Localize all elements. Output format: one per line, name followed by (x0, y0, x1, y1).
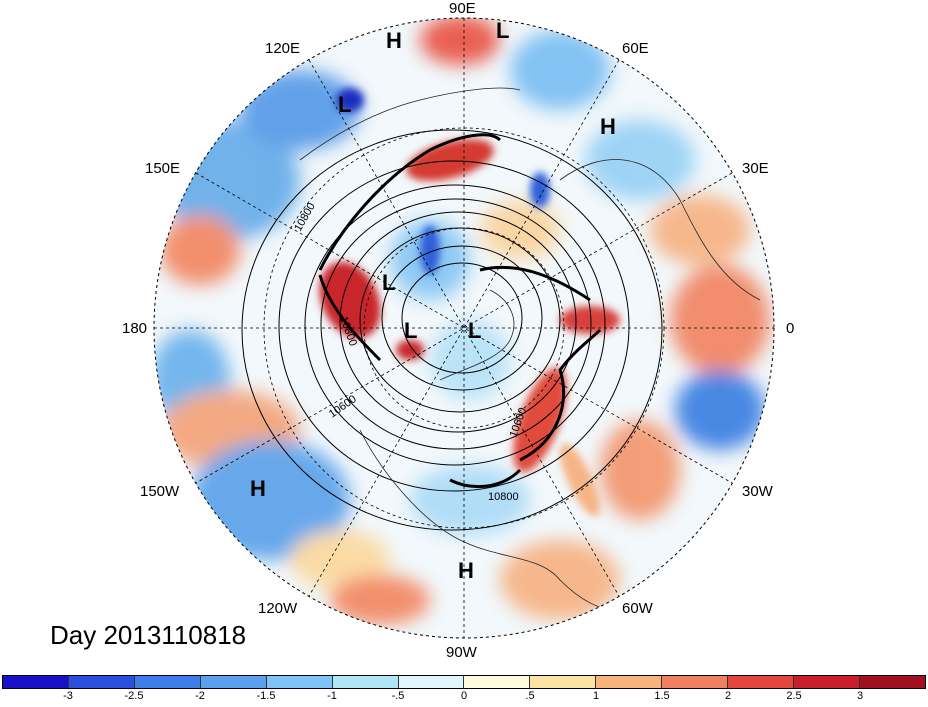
low-pressure-marker: L (338, 92, 352, 117)
longitude-label-120w: 120W (258, 600, 298, 617)
colorbar-tick-label: -.5 (391, 690, 405, 702)
longitude-label-0: 0 (786, 320, 795, 337)
high-pressure-marker: H (458, 558, 474, 583)
longitude-label-90e: 90E (449, 0, 476, 17)
colorbar-segment (596, 676, 663, 688)
longitude-label-120e: 120E (265, 40, 301, 57)
colorbar-tick-label: 1.5 (654, 690, 670, 702)
map-boundary (153, 17, 775, 639)
colorbar-tick-label: -1.5 (256, 690, 276, 702)
colorbar-tick-label: .5 (525, 690, 535, 702)
colorbar (2, 675, 926, 689)
colorbar-tick-label: -2.5 (124, 690, 144, 702)
anomaly-shading (154, 18, 774, 638)
longitude-label-60w: 60W (622, 600, 653, 617)
colorbar-tick-label: -1 (327, 690, 337, 702)
colorbar-segment (3, 676, 69, 688)
high-pressure-marker: H (386, 28, 402, 53)
colorbar-segment (859, 676, 925, 688)
high-pressure-marker: H (250, 476, 266, 501)
contour-label: 10800 (488, 491, 519, 503)
jet-maximum-contours (318, 133, 602, 489)
low-pressure-marker: L (496, 18, 510, 43)
low-pressure-marker: L (404, 318, 418, 343)
longitude-label-60e: 60E (622, 40, 649, 57)
colorbar-tick-label: 2 (724, 690, 732, 702)
colorbar-segment (662, 676, 729, 688)
colorbar-tick-label: -3 (63, 690, 73, 702)
colorbar-tick-label: 2.5 (786, 690, 802, 702)
colorbar-segment (530, 676, 597, 688)
colorbar-tick-label: 0 (460, 690, 468, 702)
longitude-label-30w: 30W (742, 483, 773, 500)
colorbar-segment (398, 676, 465, 688)
colorbar-tick-label: 3 (856, 690, 864, 702)
longitude-label-30e: 30E (742, 160, 769, 177)
colorbar-tick-label: -2 (195, 690, 205, 702)
colorbar-segment (68, 676, 135, 688)
longitude-label-180: 180 (122, 320, 148, 337)
day-label: Day 2013110818 (50, 620, 247, 650)
high-pressure-marker: H (600, 114, 616, 139)
height-contours (241, 129, 663, 531)
longitude-label-90w: 90W (446, 644, 477, 661)
colorbar-segment (728, 676, 795, 688)
longitude-label-150w: 150W (140, 483, 180, 500)
colorbar-segment (200, 676, 267, 688)
longitude-label-150e: 150E (145, 160, 181, 177)
graticule (154, 18, 774, 638)
colorbar-segment (134, 676, 201, 688)
colorbar-segment (332, 676, 399, 688)
colorbar-segment (794, 676, 860, 688)
colorbar-segment (464, 676, 531, 688)
colorbar-segment (266, 676, 333, 688)
colorbar-tick-label: 1 (592, 690, 600, 702)
low-pressure-marker: L (468, 318, 482, 343)
low-pressure-marker: L (382, 270, 396, 295)
